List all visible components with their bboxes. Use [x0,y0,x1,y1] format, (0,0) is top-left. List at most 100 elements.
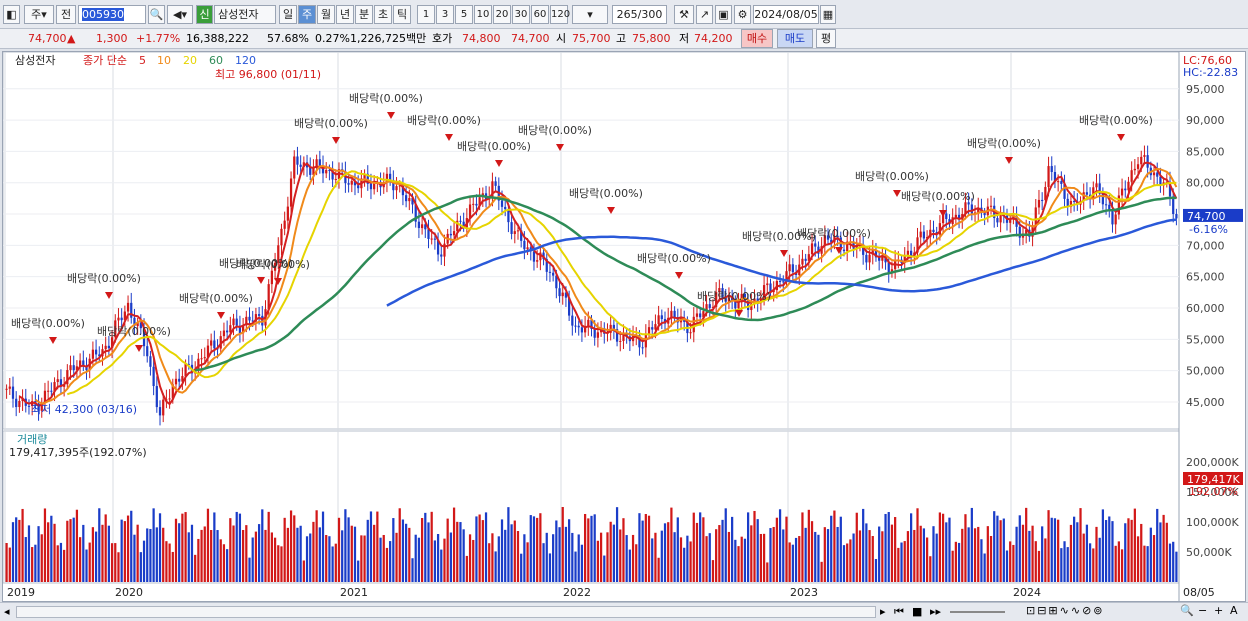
scroll-right-icon[interactable]: ▸ [880,605,886,618]
dividend-arrow [495,160,503,167]
candle-body [238,325,242,334]
candle-body [267,284,270,310]
volume-bar [759,533,763,582]
candle-body [615,329,619,342]
volume-bar [539,513,542,582]
period-tab-5[interactable]: 초 [374,5,392,24]
volume-bar [168,543,171,582]
volume-bar [299,525,302,582]
zoom-out-icon[interactable]: − [1198,604,1208,617]
calendar-icon[interactable]: ▦ [820,5,836,24]
candle-body [619,340,622,342]
volume-bar [631,534,635,582]
volume-bar [395,532,398,582]
zoom-slider[interactable] [950,611,1005,613]
candle-body [571,315,574,326]
zoom-icon[interactable]: 🔍 [1180,604,1194,617]
speaker-icon[interactable]: ◀▾ [167,5,193,24]
volume-bar [72,517,75,582]
volume-bar [34,544,37,582]
interval-button-30[interactable]: 30 [512,5,530,24]
volume-bar [357,560,360,582]
first-page-icon[interactable]: ⏮ [894,605,904,618]
volume-bar [651,538,654,582]
sell-button[interactable]: 매도 [777,29,813,48]
dividend-label: 배당락(0.00%) [742,230,816,243]
date-field[interactable]: 2024/08/05 [753,5,819,24]
interval-button-120[interactable]: 120 [550,5,570,24]
candle-body [583,325,587,333]
volume-bar [245,525,248,582]
volume-bar [660,530,663,582]
drawing-tools-icon[interactable]: ⊡⊟⊞∿∿⊘⊚ [1026,604,1105,617]
zoom-in-icon[interactable]: + [1214,604,1224,617]
interval-button-1[interactable]: 1 [417,5,435,24]
font-size-icon[interactable]: A [1230,604,1238,617]
interval-button-60[interactable]: 60 [531,5,549,24]
volume-bar [232,525,235,582]
candle-body [1044,187,1047,201]
candle-body [983,212,986,216]
dividend-arrow [735,310,743,317]
price-chart[interactable]: 2019 2020 2021 2022 2023 2024 08/05 45,000 50,00… [2,51,1245,601]
candle-body [695,313,699,317]
save-icon[interactable]: ▣ [715,5,732,24]
jeon-button[interactable]: 전 [56,5,76,24]
volume-bar [1050,517,1053,582]
period-tab-1[interactable]: 주 [298,5,316,24]
tool-icon[interactable]: ⚒ [674,5,694,24]
interval-dropdown[interactable]: ▾ [572,5,608,24]
search-icon[interactable]: 🔍 [148,5,165,24]
period-tab-3[interactable]: 년 [336,5,354,24]
volume-bar [344,509,347,582]
interval-button-10[interactable]: 10 [474,5,492,24]
candle-body [689,332,692,334]
volume-bar [897,547,900,582]
gear-icon[interactable]: ⚙ [734,5,751,24]
candle-body [168,398,171,400]
volume-bar [286,527,289,582]
period-tab-6[interactable]: 틱 [393,5,411,24]
volume-bar [1047,510,1050,582]
volume-bar [676,517,679,582]
volume-bar [53,523,56,582]
candle-body [746,300,750,311]
volume-bar [155,527,158,582]
volume-bar [513,520,516,582]
volume-bar [599,532,603,582]
pyeong-button[interactable]: 평 [816,29,836,48]
line-tool-icon[interactable]: ↗ [696,5,713,24]
scroll-left-icon[interactable]: ◂ [4,605,10,618]
candle-body [568,297,571,316]
code-value: 005930 [82,8,124,21]
dividend-label: 배당락(0.00%) [236,258,310,271]
interval-button-3[interactable]: 3 [436,5,454,24]
buy-button[interactable]: 매수 [741,29,773,48]
shin-badge[interactable]: 신 [196,5,213,24]
stop-icon[interactable]: ■ [912,605,923,618]
count-value: 265 [616,8,638,21]
next-page-icon[interactable]: ▸▸ [930,605,942,618]
candle-body [155,386,158,408]
volume-bar [174,518,178,582]
volume-bar [580,544,584,582]
period-tab-2[interactable]: 월 [317,5,335,24]
period-tab-4[interactable]: 분 [355,5,373,24]
interval-button-5[interactable]: 5 [455,5,473,24]
candle-body [1168,181,1172,197]
chart-area[interactable]: 2019 2020 2021 2022 2023 2024 08/05 45,000 50,00… [2,51,1246,602]
horizontal-scrollbar[interactable] [16,606,876,618]
code-input[interactable]: 005930 [78,5,146,24]
market-select[interactable]: 주▾ [24,5,54,24]
candle-body [257,314,261,316]
window-menu-icon[interactable]: ◧ [3,5,20,24]
count-field[interactable]: 265/300 [612,5,667,24]
candle-body [801,258,804,265]
candle-body [715,292,718,307]
period-tab-0[interactable]: 일 [279,5,297,24]
volume-bar [130,510,133,582]
volume-bar [635,544,638,582]
candle-body [545,259,548,272]
volume-bar [190,524,194,582]
interval-button-20[interactable]: 20 [493,5,511,24]
